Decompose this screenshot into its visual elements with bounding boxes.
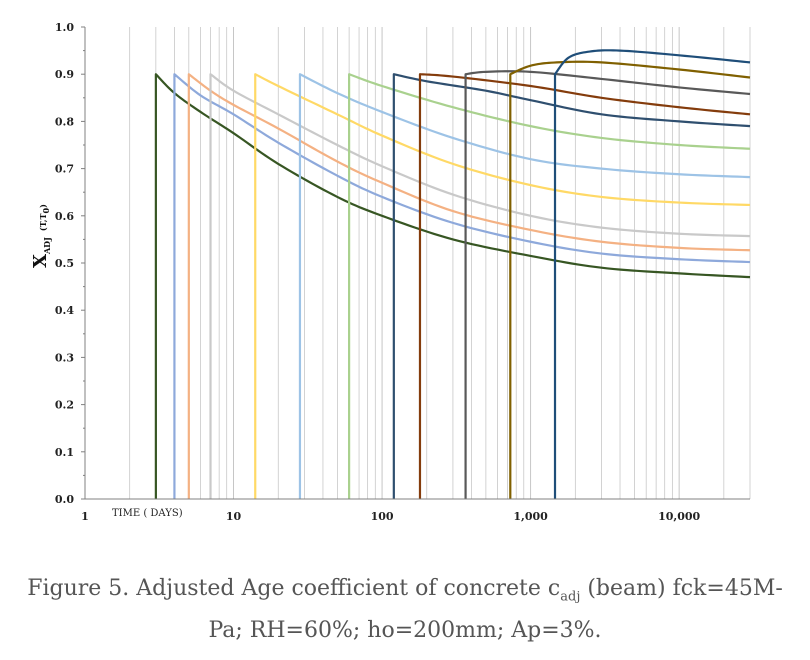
series-line-t0-4 xyxy=(173,73,751,499)
y-tick-label: 0.3 xyxy=(55,351,74,364)
series-lines xyxy=(154,49,751,499)
y-axis-label-sub: ADJ xyxy=(42,237,52,255)
age-coefficient-chart: 0.0 0.1 0.2 0.3 0.4 0.5 0.6 0.7 0.8 0.9 1.0 1 10 100… xyxy=(30,21,751,523)
series-line-t0-3 xyxy=(154,73,751,499)
y-axis-label-main: X xyxy=(30,254,51,268)
series-line-t0-7 xyxy=(209,73,751,499)
series-line-t0-365 xyxy=(464,70,751,499)
x-axis-label: TIME ( DAYS) xyxy=(112,508,183,519)
y-tick-label: 0.2 xyxy=(55,399,74,412)
x-tick-label: 1,000 xyxy=(513,510,548,523)
y-tick-label: 1.0 xyxy=(55,21,74,34)
y-axis-label-paren: (T,T xyxy=(38,213,48,231)
x-tick-label: 10 xyxy=(226,510,242,523)
series-line-t0-1460 xyxy=(553,49,751,499)
y-tick-label: 0.5 xyxy=(55,257,74,270)
y-axis-label: XADJ (T,T0) xyxy=(30,204,52,268)
series-line-t0-14 xyxy=(254,73,751,499)
series-line-t0-730 xyxy=(509,60,751,499)
caption-subscript: adj xyxy=(560,589,581,605)
x-tick-label: 1 xyxy=(81,510,89,523)
x-tick-labels: 1 10 100 1,000 10,000 xyxy=(81,510,700,523)
figure-caption: Figure 5. Adjusted Age coefficient of co… xyxy=(0,572,810,648)
y-tick-label: 0.7 xyxy=(55,163,74,176)
series-line-t0-28 xyxy=(298,73,751,499)
y-tick-label: 0.9 xyxy=(55,68,74,81)
svg-text:XADJ(T,T0): XADJ (T,T0) xyxy=(30,204,52,268)
y-tick-label: 0.8 xyxy=(55,115,74,128)
y-axis-label-paren-end: ) xyxy=(38,204,48,208)
caption-line-2: Pa; RH=60%; ho=200mm; Ap=3%. xyxy=(208,618,602,644)
series-line-t0-180 xyxy=(418,73,751,499)
y-tick-label: 0.0 xyxy=(55,493,74,506)
axes xyxy=(81,26,750,500)
y-tick-label: 0.1 xyxy=(55,446,74,459)
y-tick-label: 0.6 xyxy=(55,210,74,223)
series-line-t0-120 xyxy=(392,73,751,499)
y-tick-label: 0.4 xyxy=(55,304,74,317)
caption-line-1: Figure 5. Adjusted Age coefficient of co… xyxy=(27,576,783,605)
y-axis-label-paren-sub: 0 xyxy=(41,207,51,213)
series-line-t0-60 xyxy=(348,73,751,499)
x-tick-label: 10,000 xyxy=(658,510,700,523)
series-line-t0-5 xyxy=(187,73,751,499)
x-tick-label: 100 xyxy=(371,510,394,523)
y-tick-labels: 0.0 0.1 0.2 0.3 0.4 0.5 0.6 0.7 0.8 0.9 1.0 xyxy=(55,21,74,506)
